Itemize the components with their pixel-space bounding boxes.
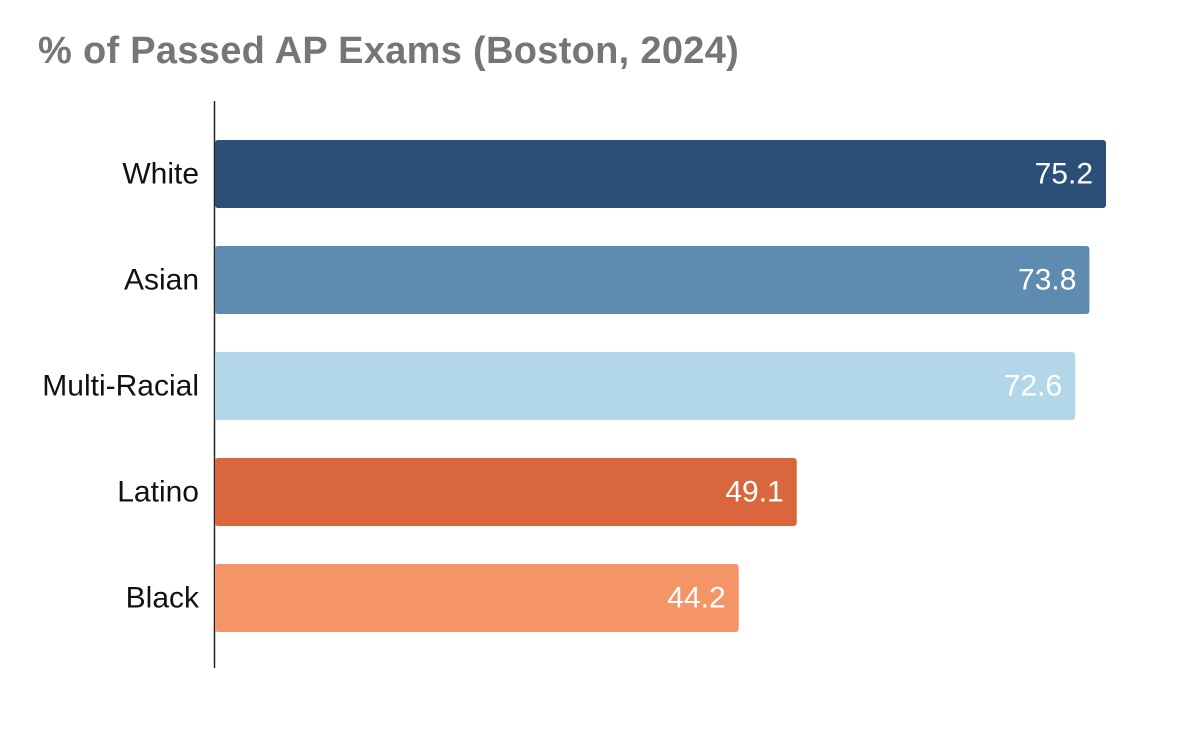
value-label-asian: 73.8 (1018, 264, 1076, 297)
category-label-black: Black (126, 582, 200, 615)
value-label-multi-racial: 72.6 (1004, 370, 1062, 403)
bars-group: White 75.2 Asian 73.8 Multi-Racial 72.6 Latino… (42, 140, 1106, 632)
value-label-black: 44.2 (667, 582, 725, 615)
value-label-latino: 49.1 (725, 476, 783, 509)
bar-asian (215, 246, 1090, 314)
bar-white (215, 140, 1106, 208)
category-label-multi-racial: Multi-Racial (42, 370, 199, 403)
bar-multi-racial (215, 352, 1076, 420)
category-label-latino: Latino (117, 476, 199, 509)
chart-title: % of Passed AP Exams (Boston, 2024) (38, 30, 740, 72)
category-label-white: White (122, 158, 199, 191)
category-label-asian: Asian (124, 264, 199, 297)
bar-black (215, 564, 739, 632)
bar-latino (215, 458, 797, 526)
value-label-white: 75.2 (1035, 158, 1093, 191)
